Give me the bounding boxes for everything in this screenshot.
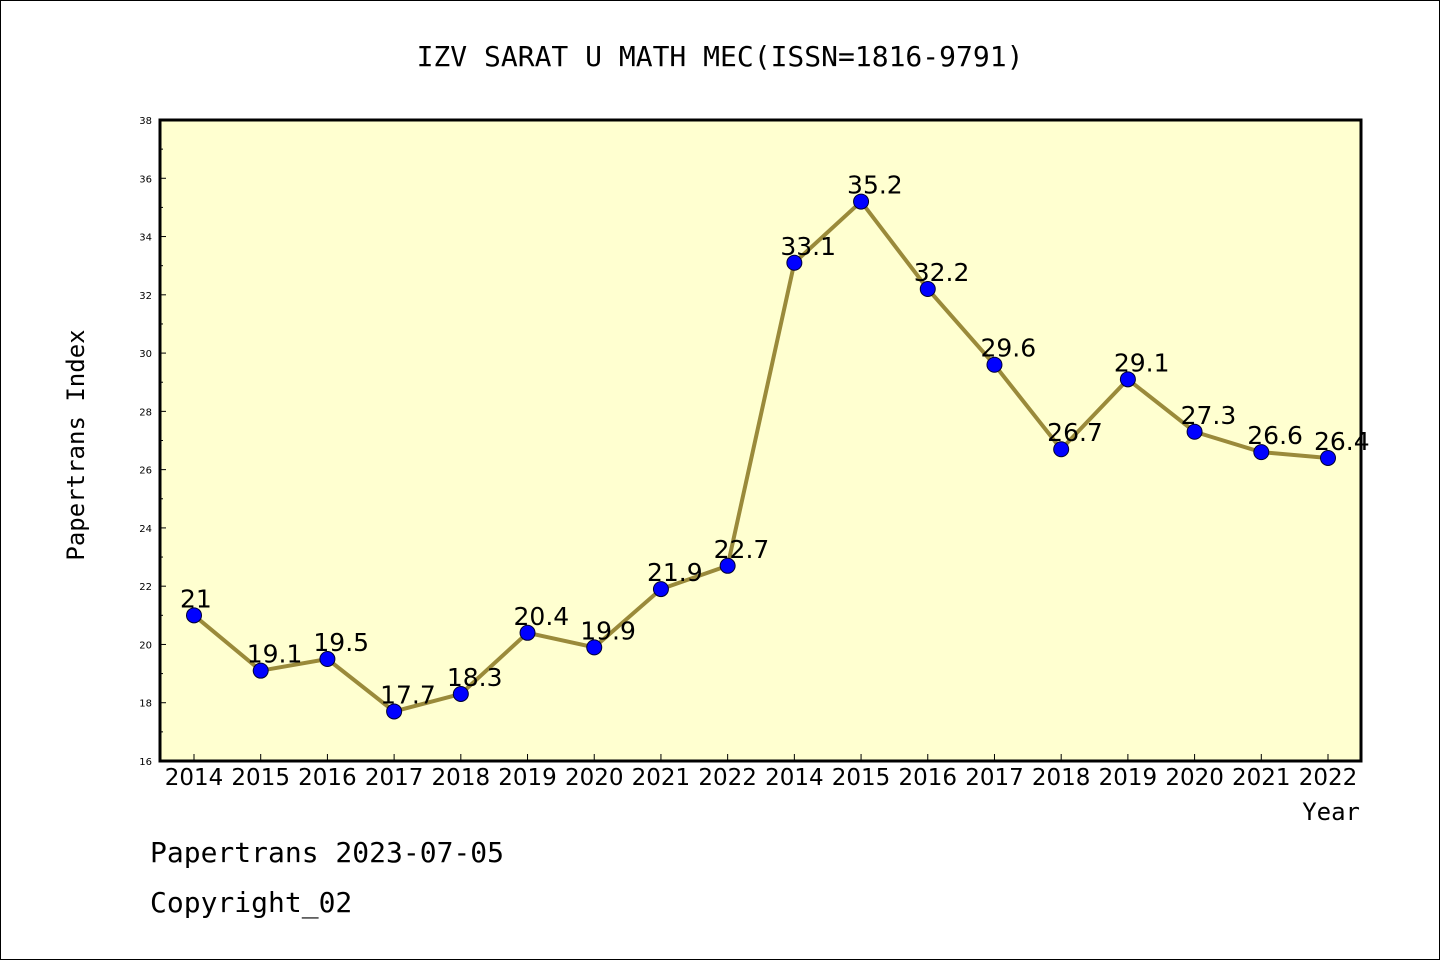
data-label: 35.2 bbox=[847, 171, 903, 200]
data-point bbox=[919, 280, 936, 297]
y-tick-label: 22 bbox=[139, 582, 152, 593]
data-label: 32.2 bbox=[914, 258, 970, 287]
data-label: 26.4 bbox=[1314, 427, 1370, 456]
y-tick-label: 36 bbox=[139, 174, 152, 185]
y-axis: 16 18 20 22 24 26 28 30 32 34 36 38 bbox=[139, 116, 166, 768]
data-point bbox=[252, 662, 269, 679]
x-tick-label: 2015 bbox=[832, 765, 891, 791]
plot-area bbox=[158, 118, 1363, 763]
data-point bbox=[1119, 371, 1136, 388]
chart-title: IZV SARAT U MATH MEC(ISSN=1816-9791) bbox=[417, 40, 1024, 73]
data-label: 21 bbox=[180, 584, 212, 613]
data-label: 21.9 bbox=[647, 558, 703, 587]
data-point bbox=[186, 607, 202, 624]
series-line bbox=[192, 198, 1329, 714]
x-tick-label: 2022 bbox=[1299, 765, 1358, 791]
x-tick-label: 2018 bbox=[432, 765, 491, 791]
data-point bbox=[1253, 444, 1270, 461]
x-axis-title: Year bbox=[1302, 798, 1360, 826]
y-tick-label: 32 bbox=[139, 291, 152, 302]
data-label: 22.7 bbox=[714, 535, 770, 564]
data-label: 19.5 bbox=[313, 628, 369, 657]
y-tick-label: 18 bbox=[139, 699, 152, 710]
data-point bbox=[719, 557, 736, 574]
data-labels: 21 19.1 19.5 17.7 18.3 20.4 19.9 21.9 22.7 33.1 35… bbox=[180, 171, 1370, 710]
x-tick-label: 2020 bbox=[565, 765, 624, 791]
data-label: 29.6 bbox=[980, 334, 1036, 363]
data-label: 19.1 bbox=[247, 640, 303, 669]
x-tick-label: 2019 bbox=[498, 765, 557, 791]
data-point bbox=[1320, 449, 1336, 466]
x-tick-label: 2020 bbox=[1165, 765, 1224, 791]
x-tick-label: 2016 bbox=[298, 765, 357, 791]
data-point bbox=[586, 639, 603, 656]
x-tick-label: 2017 bbox=[965, 765, 1024, 791]
data-point bbox=[1053, 441, 1070, 458]
x-tick-label: 2014 bbox=[765, 765, 824, 791]
y-tick-label: 30 bbox=[139, 349, 152, 360]
data-label: 27.3 bbox=[1181, 401, 1237, 430]
data-label: 29.1 bbox=[1114, 348, 1170, 377]
data-label: 26.6 bbox=[1247, 421, 1303, 450]
x-tick-label: 2021 bbox=[1232, 765, 1291, 791]
data-point bbox=[1186, 423, 1203, 440]
x-tick-label: 2021 bbox=[632, 765, 691, 791]
data-point bbox=[853, 193, 870, 210]
data-label: 33.1 bbox=[780, 232, 836, 261]
y-tick-label: 34 bbox=[139, 233, 152, 244]
markers bbox=[186, 193, 1336, 720]
data-label: 17.7 bbox=[380, 680, 436, 709]
x-tick-label: 2017 bbox=[365, 765, 424, 791]
data-label: 20.4 bbox=[514, 602, 570, 631]
footer-copyright: Copyright_02 bbox=[150, 886, 353, 919]
y-axis-title: Papertrans Index bbox=[62, 329, 90, 560]
data-point bbox=[986, 356, 1003, 373]
data-point bbox=[519, 624, 536, 641]
y-tick-label: 16 bbox=[139, 757, 152, 768]
data-point bbox=[319, 651, 336, 668]
x-tick-label: 2018 bbox=[1032, 765, 1091, 791]
footer-date: Papertrans 2023-07-05 bbox=[150, 836, 505, 869]
x-tick-label: 2015 bbox=[231, 765, 290, 791]
data-label: 26.7 bbox=[1047, 418, 1103, 447]
data-point bbox=[386, 703, 403, 720]
x-tick-label: 2016 bbox=[898, 765, 957, 791]
y-tick-label: 26 bbox=[139, 466, 152, 477]
data-point bbox=[452, 685, 469, 702]
y-tick-label: 24 bbox=[139, 524, 152, 535]
x-tick-label: 2014 bbox=[165, 765, 224, 791]
y-tick-label: 38 bbox=[139, 116, 152, 127]
data-label: 18.3 bbox=[447, 663, 503, 692]
x-tick-label: 2019 bbox=[1099, 765, 1158, 791]
data-label: 19.9 bbox=[580, 616, 636, 645]
x-tick-label: 2022 bbox=[698, 765, 757, 791]
x-axis: 2014 2015 2016 2017 2018 2019 2020 2021 2022 2014… bbox=[165, 754, 1358, 791]
data-point bbox=[652, 581, 669, 598]
y-tick-label: 20 bbox=[139, 640, 152, 651]
y-tick-label: 28 bbox=[139, 407, 152, 418]
data-point bbox=[786, 254, 803, 271]
